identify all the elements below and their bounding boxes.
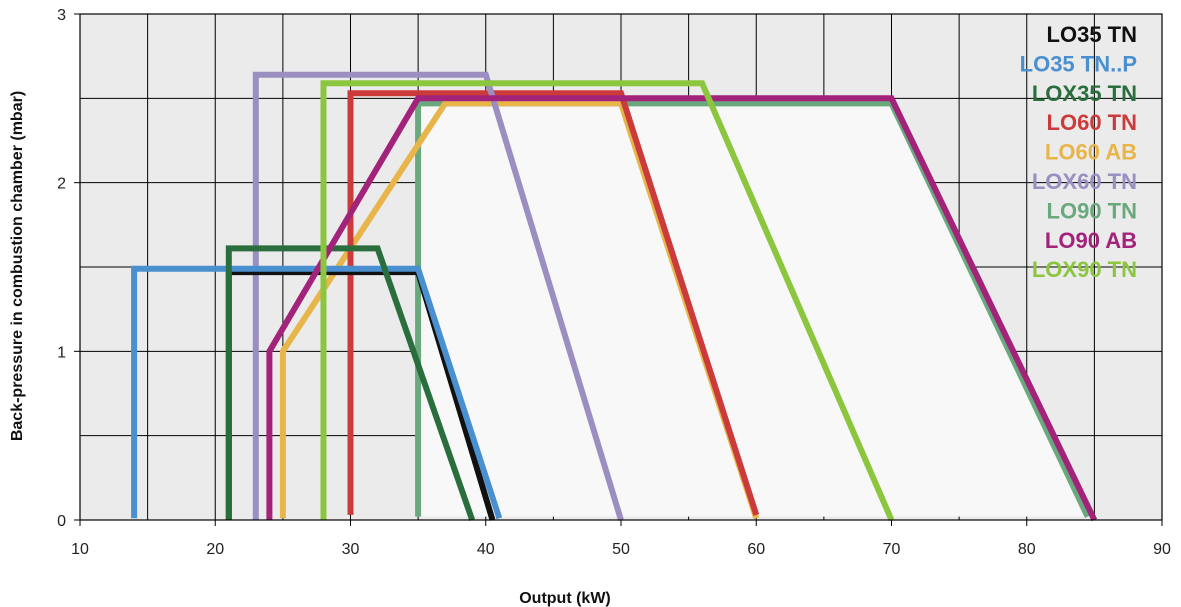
x-tick-label: 10 [71, 541, 89, 558]
series-line-lo60-tn [347, 90, 760, 516]
x-tick-label: 90 [1153, 541, 1171, 558]
x-tick-label: 70 [883, 541, 901, 558]
x-tick-label: 80 [1018, 541, 1036, 558]
legend-entry: LO90 TN [1047, 198, 1137, 223]
y-axis-label: Back-pressure in combustion chamber (mba… [9, 91, 26, 441]
axes [74, 13, 1163, 526]
series-line-lo35-tn-p [131, 265, 503, 520]
tick-labels: 10 20 30 40 50 60 70 80 90 0 1 2 3 [57, 7, 1171, 558]
series-line-lox90-tn [320, 80, 895, 522]
x-tick-label: 60 [747, 541, 765, 558]
series-line-lo90-tn [415, 100, 1091, 518]
series-line-lox60-tn [252, 71, 624, 521]
x-axis-label: Output (kW) [519, 590, 611, 607]
legend-entry: LO35 TN [1047, 22, 1137, 47]
y-tick-label: 3 [57, 7, 66, 24]
y-tick-label: 1 [57, 344, 66, 361]
x-tick-label: 50 [612, 541, 630, 558]
series-layer [131, 71, 1098, 522]
legend-entry: LOX35 TN [1032, 81, 1137, 106]
x-tick-label: 40 [477, 541, 495, 558]
y-tick-label: 2 [57, 176, 66, 193]
legend-entry: LOX60 TN [1032, 169, 1137, 194]
x-tick-label: 30 [342, 541, 360, 558]
legend-entry: LOX90 TN [1032, 257, 1137, 282]
legend-entry: LO90 AB [1045, 228, 1137, 253]
x-tick-label: 20 [206, 541, 224, 558]
legend-entry: LO60 AB [1045, 140, 1137, 165]
legend: LO35 TN LO35 TN..P LOX35 TN LO60 TN LO60 AB L… [1020, 22, 1137, 282]
series-line-lo90-ab [266, 95, 1098, 522]
legend-entry: LO35 TN..P [1020, 51, 1137, 76]
series-line-lox35-tn [225, 245, 476, 521]
y-tick-label: 0 [57, 513, 66, 530]
legend-entry: LO60 TN [1047, 110, 1137, 135]
